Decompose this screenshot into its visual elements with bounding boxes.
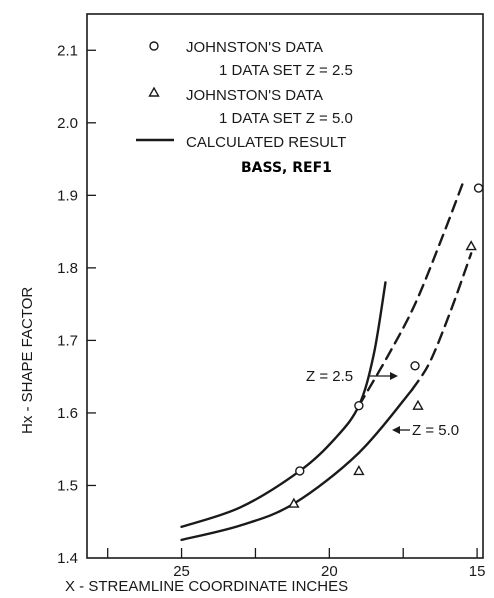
x-axis-label: X - STREAMLINE COORDINATE INCHES — [65, 578, 348, 595]
x-tick-label: 15 — [469, 563, 486, 580]
triangle-data-point — [465, 240, 477, 251]
triangle-data-point — [288, 497, 300, 508]
circle-data-point — [354, 400, 364, 411]
x-axis-ticks: 25 20 15 — [107, 548, 486, 580]
y-tick-label: 2.0 — [57, 115, 78, 132]
y-axis-ticks: 1.4 1.5 1.6 1.7 1.8 1.9 2.0 2.1 — [57, 42, 96, 567]
triangle-data-point — [412, 399, 424, 410]
y-tick-label: 1.6 — [57, 405, 78, 422]
legend-triangle-marker — [148, 86, 160, 97]
y-axis-label: Hx - SHAPE FACTOR — [19, 287, 36, 434]
data-markers — [288, 183, 484, 508]
circle-data-point — [410, 361, 420, 371]
legend-line-label: CALCULATED RESULT — [186, 134, 346, 151]
x-tick-label: 20 — [321, 563, 338, 580]
triangle-data-point — [353, 465, 365, 476]
dashed-extrapolation-line — [410, 252, 473, 391]
plot-frame — [86, 13, 484, 559]
annotation-z50: Z = 5.0 — [392, 422, 459, 439]
annotation-z25: Z = 2.5 — [306, 368, 398, 385]
calculated-result-line — [180, 281, 387, 529]
y-tick-label: 1.9 — [57, 187, 78, 204]
legend-circle-marker — [149, 41, 159, 51]
legend-triangle-line2: 1 DATA SET Z = 5.0 — [219, 110, 353, 127]
circle-data-point — [295, 466, 305, 476]
calculated-curves — [180, 183, 473, 542]
circle-data-point — [473, 183, 484, 193]
annotation-z50-label: Z = 5.0 — [412, 422, 459, 439]
legend-circle-line2: 1 DATA SET Z = 2.5 — [219, 62, 353, 79]
y-tick-label: 1.5 — [57, 477, 78, 494]
annotation-z50-arrowhead — [392, 426, 400, 434]
legend: JOHNSTON'S DATA 1 DATA SET Z = 2.5 JOHNS… — [136, 39, 353, 176]
y-tick-label: 2.1 — [57, 42, 78, 59]
legend-reference: BASS, REF1 — [241, 160, 332, 176]
y-tick-label: 1.4 — [57, 550, 78, 567]
calculated-result-line — [180, 388, 414, 542]
annotation-z25-arrowhead — [390, 372, 398, 380]
x-tick-label: 25 — [173, 563, 190, 580]
y-tick-label: 1.8 — [57, 260, 78, 277]
dashed-extrapolation-line — [357, 183, 464, 407]
legend-triangle-line1: JOHNSTON'S DATA — [186, 87, 323, 104]
y-tick-label: 1.7 — [57, 332, 78, 349]
annotation-z25-label: Z = 2.5 — [306, 368, 353, 385]
legend-circle-line1: JOHNSTON'S DATA — [186, 39, 323, 56]
